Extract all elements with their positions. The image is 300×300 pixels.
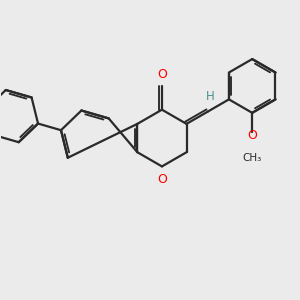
Text: O: O [157,173,167,186]
Text: H: H [206,90,214,103]
Text: O: O [247,129,257,142]
Text: O: O [157,68,167,81]
Text: CH₃: CH₃ [243,153,262,163]
